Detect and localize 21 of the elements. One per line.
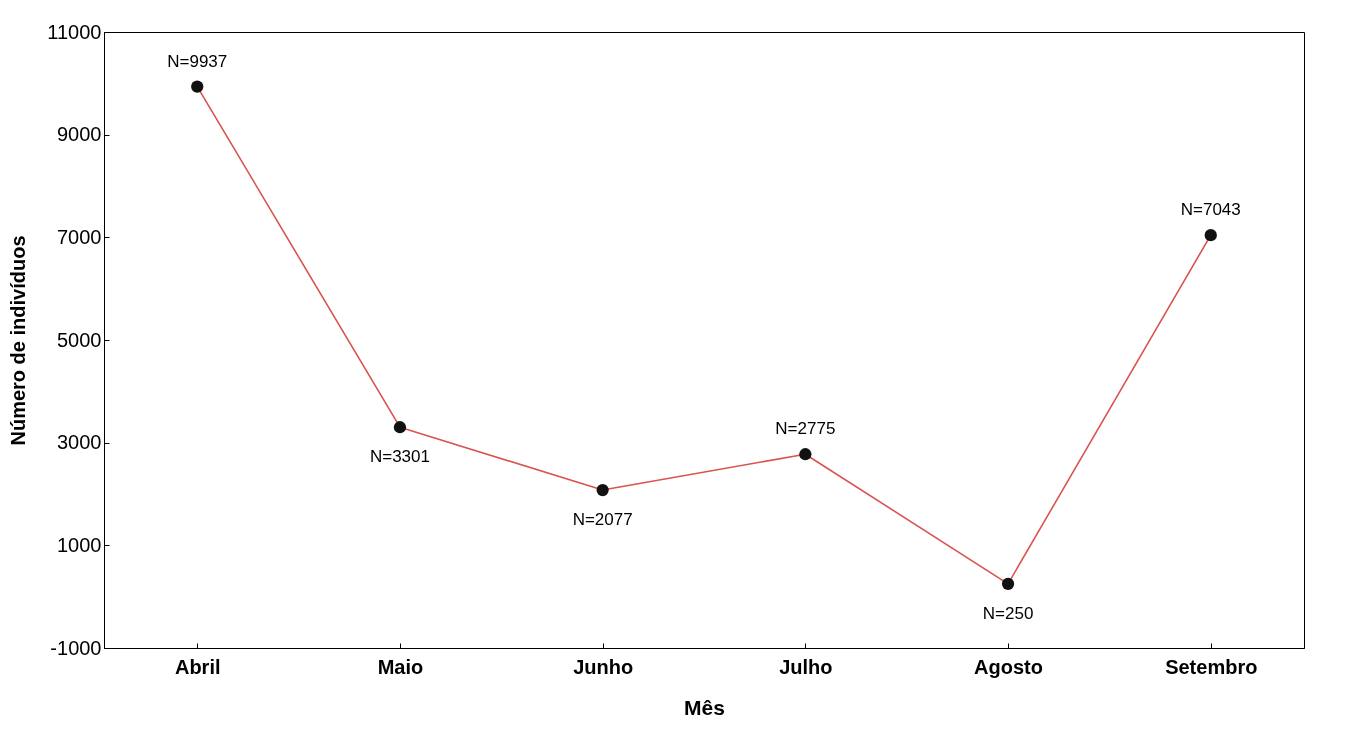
data-label: N=9937 <box>167 51 228 71</box>
data-label: N=250 <box>982 603 1034 623</box>
y-tick-label: 3000 <box>57 431 102 454</box>
y-tick-label: 1000 <box>57 533 102 556</box>
x-tick-label: Abril <box>174 655 221 678</box>
y-tick-label: 5000 <box>57 328 102 351</box>
x-tick-label: Setembro <box>1165 655 1258 678</box>
x-tick-label: Maio <box>377 655 424 678</box>
data-label: N=2077 <box>572 510 633 530</box>
data-label: N=3301 <box>369 447 430 467</box>
data-label: N=7043 <box>1180 200 1241 220</box>
x-axis-title: Mês <box>684 695 725 719</box>
x-tick-label: Julho <box>779 655 833 678</box>
y-tick-label: 7000 <box>57 225 102 248</box>
y-axis-title: Número de indivíduos <box>7 235 30 446</box>
x-tick-label: Junho <box>573 655 634 678</box>
y-tick-label: 9000 <box>57 123 102 146</box>
y-tick-label: -1000 <box>50 636 102 659</box>
data-label: N=2775 <box>775 419 836 439</box>
y-tick-label: 11000 <box>47 20 102 43</box>
x-tick-label: Agosto <box>974 655 1043 678</box>
